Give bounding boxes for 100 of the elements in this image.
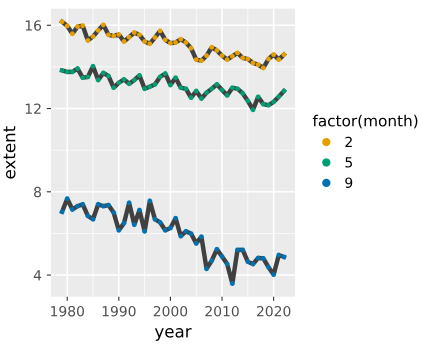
point [80, 23, 86, 28]
legend-label: 9 [345, 177, 352, 188]
point [184, 228, 188, 234]
point [142, 228, 148, 234]
point [266, 56, 271, 62]
point [194, 57, 199, 62]
point [116, 228, 122, 233]
point [224, 93, 230, 98]
point [230, 85, 235, 90]
point [122, 220, 126, 226]
point [96, 28, 101, 33]
point [75, 204, 80, 209]
x-tick-label: 1990 [102, 306, 136, 316]
point [188, 95, 194, 100]
point [168, 82, 173, 88]
point [147, 41, 152, 46]
point [106, 32, 111, 38]
point [282, 88, 286, 94]
point [282, 254, 286, 260]
point [214, 82, 220, 87]
point [198, 96, 204, 101]
point [85, 74, 90, 80]
point [266, 102, 271, 108]
point [80, 75, 86, 80]
point [173, 75, 178, 80]
point [64, 23, 70, 28]
point [256, 256, 261, 260]
point [106, 202, 111, 208]
point [204, 90, 209, 96]
point [271, 52, 276, 58]
point [250, 60, 256, 66]
point [60, 68, 64, 73]
point [60, 209, 64, 214]
point [256, 62, 261, 68]
point [235, 86, 240, 92]
legend-title: factor(month) [312, 114, 418, 128]
point [111, 85, 116, 90]
point [224, 57, 230, 62]
point [132, 30, 137, 35]
point [70, 31, 75, 36]
point [173, 40, 178, 45]
point [80, 202, 86, 207]
point [158, 74, 163, 80]
point [64, 196, 70, 202]
point [235, 247, 240, 252]
point [137, 73, 142, 78]
point [75, 24, 80, 29]
point [209, 44, 214, 50]
x-tick-label: 2010 [205, 306, 239, 316]
point [184, 40, 188, 45]
point [240, 247, 246, 252]
point [188, 46, 194, 51]
point [260, 102, 266, 107]
point [250, 107, 256, 112]
point [220, 254, 224, 259]
point [142, 86, 148, 92]
point [60, 19, 64, 24]
point [152, 82, 158, 87]
point [64, 69, 70, 74]
point [194, 88, 199, 94]
point [282, 52, 286, 58]
point [214, 48, 220, 53]
point [245, 98, 250, 104]
x-axis-title: year [154, 328, 192, 341]
point [126, 81, 132, 86]
point [198, 58, 204, 64]
point [152, 216, 158, 222]
point [111, 33, 116, 38]
point [126, 34, 132, 40]
point [250, 262, 256, 266]
point [260, 66, 266, 70]
point [162, 37, 168, 42]
point [70, 69, 75, 74]
point [224, 262, 230, 266]
point [90, 64, 96, 69]
point [106, 74, 111, 78]
point [100, 22, 106, 28]
point [230, 281, 235, 286]
point [85, 38, 90, 43]
point [132, 78, 137, 82]
point [158, 28, 163, 34]
point [184, 86, 188, 92]
point [116, 32, 122, 37]
point [132, 222, 137, 228]
point [209, 86, 214, 92]
point [178, 36, 184, 42]
x-tick-label: 2020 [256, 306, 290, 316]
point [122, 76, 126, 82]
point [204, 266, 209, 272]
point [147, 84, 152, 90]
point [137, 208, 142, 213]
point [137, 32, 142, 38]
x-tick-label: 2000 [154, 306, 188, 316]
point [198, 234, 204, 240]
point [230, 54, 235, 59]
point [271, 272, 276, 278]
point [220, 53, 224, 58]
point [276, 57, 282, 62]
y-tick-label: 8 [34, 186, 41, 198]
point [90, 34, 96, 39]
